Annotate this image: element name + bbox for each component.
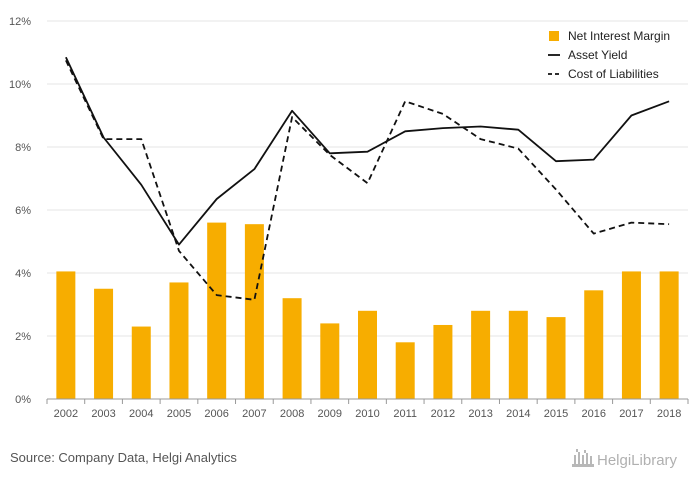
- x-tick-label: 2016: [581, 408, 605, 420]
- bar: [320, 323, 340, 399]
- x-tick-label: 2009: [318, 408, 342, 420]
- x-tick-label: 2011: [393, 408, 417, 420]
- bar: [169, 282, 189, 399]
- y-tick-label: 0%: [15, 394, 31, 406]
- x-tick-label: 2008: [280, 408, 304, 420]
- y-tick-label: 4%: [15, 268, 31, 280]
- y-tick-label: 2%: [15, 331, 31, 343]
- x-tick-label: 2004: [129, 408, 153, 420]
- cost-of-liabilities-line: [65, 60, 670, 301]
- legend-label: Cost of Liabilities: [568, 67, 659, 81]
- asset-yield-line: [65, 56, 670, 246]
- x-tick-label: 2015: [544, 408, 568, 420]
- logo-wordmark: HelgiLibrary: [597, 452, 678, 469]
- bar: [207, 222, 227, 399]
- bar: [94, 288, 114, 399]
- y-tick-label: 10%: [9, 79, 31, 91]
- bar: [244, 224, 264, 399]
- y-axis-ticks: 0% 2% 4% 6% 8% 10% 12%: [9, 16, 31, 406]
- y-tick-label: 8%: [15, 142, 31, 154]
- x-tick-label: 2003: [91, 408, 115, 420]
- x-tick-label: 2018: [657, 408, 681, 420]
- bar: [56, 271, 76, 399]
- x-tick-label: 2012: [431, 408, 455, 420]
- legend-label: Net Interest Margin: [568, 29, 670, 43]
- x-tick-label: 2010: [355, 408, 379, 420]
- y-tick-label: 12%: [9, 16, 31, 28]
- helgi-library-logo: HelgiLibrary: [572, 449, 678, 469]
- bar: [395, 342, 415, 399]
- x-tick-label: 2006: [204, 408, 228, 420]
- bar: [546, 317, 566, 399]
- bar: [508, 310, 528, 399]
- bar-series: [56, 222, 679, 399]
- line-series: [65, 56, 670, 301]
- legend-label: Asset Yield: [568, 48, 627, 62]
- bar: [433, 324, 453, 399]
- bar: [659, 271, 679, 399]
- gridlines: [47, 20, 688, 337]
- x-axis: [46, 398, 689, 404]
- source-note: Source: Company Data, Helgi Analytics: [10, 450, 237, 465]
- combo-chart: 0%2%4%6%8%10%12% 2002 2003 2004 2005 2006 200…: [9, 16, 689, 420]
- bar: [584, 290, 604, 399]
- bar: [131, 326, 151, 399]
- x-tick-label: 2017: [619, 408, 643, 420]
- x-tick-label: 2007: [242, 408, 266, 420]
- bar: [621, 271, 641, 399]
- x-tick-label: 2002: [54, 408, 78, 420]
- library-building-icon: [572, 449, 594, 467]
- bar: [358, 310, 377, 399]
- x-tick-label: 2005: [167, 408, 191, 420]
- x-tick-label: 2014: [506, 408, 530, 420]
- x-tick-label: 2013: [468, 408, 492, 420]
- legend: Net Interest Margin Asset Yield Cost of Li…: [548, 29, 670, 81]
- x-axis-ticks: 2002 2003 2004 2005 2006 2007 2008 2009 2010 2011…: [54, 408, 682, 420]
- bar: [471, 310, 491, 399]
- y-tick-label: 6%: [15, 205, 31, 217]
- legend-swatch: [549, 31, 559, 41]
- bar: [282, 298, 302, 399]
